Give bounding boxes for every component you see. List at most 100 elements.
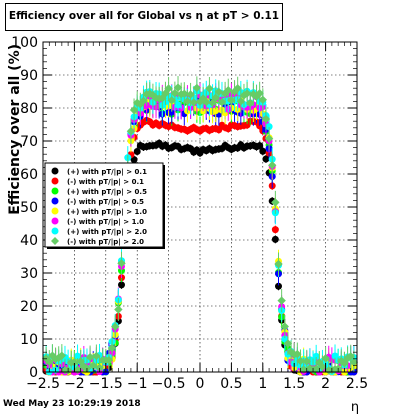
data-point: [118, 281, 125, 289]
legend-marker: [51, 227, 59, 235]
data-point: [261, 114, 271, 124]
data-point: [277, 296, 286, 305]
data-point: [302, 357, 311, 366]
data-point: [186, 90, 195, 99]
data-point: [246, 98, 255, 108]
x-tick-label: 1: [258, 376, 267, 392]
data-point: [70, 358, 79, 367]
data-point: [211, 93, 220, 102]
data-point: [133, 148, 141, 156]
data-point: [312, 352, 320, 360]
legend-entry-label: (-) with pT/|p| > 0.5: [67, 198, 144, 207]
data-point: [268, 161, 277, 170]
data-point: [174, 101, 182, 109]
legend-marker: [51, 177, 59, 185]
data-point: [321, 354, 330, 363]
timestamp-footer: Wed May 23 10:29:19 2018: [3, 399, 141, 409]
x-tick-label: 0.5: [220, 376, 242, 392]
data-point: [212, 107, 220, 115]
y-axis-label: Efficiency over all (%): [7, 44, 23, 215]
data-point: [164, 84, 173, 93]
chart-title-box: Efficiency over all for Global vs η at p…: [5, 3, 283, 31]
data-point: [117, 259, 126, 268]
x-tick-label: 0: [196, 376, 205, 392]
data-point: [311, 364, 321, 373]
y-tick-label: 100: [11, 35, 38, 51]
data-point: [265, 123, 273, 131]
data-point: [104, 355, 114, 365]
y-tick-label: 60: [20, 167, 38, 183]
y-tick-label: 0: [29, 365, 38, 381]
data-point: [202, 97, 211, 107]
data-point: [57, 351, 67, 360]
data-point: [217, 97, 227, 107]
data-point: [192, 83, 202, 93]
data-point: [346, 352, 355, 361]
data-point: [293, 349, 302, 359]
x-tick-label: 2.5: [346, 376, 368, 392]
legend-marker: [51, 187, 59, 195]
x-tick-label: 1.5: [283, 376, 305, 392]
x-tick-label: −2.5: [26, 376, 60, 392]
data-point: [167, 96, 176, 105]
data-point: [214, 87, 224, 97]
data-point: [148, 91, 158, 100]
data-point: [130, 156, 138, 164]
legend-marker: [51, 197, 59, 205]
data-point: [275, 282, 282, 290]
legend-marker: [51, 207, 59, 215]
data-point: [224, 86, 233, 95]
legend-entry-label: (+) with pT/|p| > 2.0: [67, 228, 147, 237]
data-point: [180, 89, 189, 98]
data-point: [271, 235, 279, 243]
data-point: [259, 147, 267, 155]
data-point: [230, 87, 239, 96]
data-point: [136, 100, 145, 109]
x-tick-label: 2: [321, 376, 330, 392]
data-point: [264, 134, 274, 143]
data-point: [280, 322, 289, 331]
x-tick-label: −1: [127, 376, 148, 392]
y-tick-label: 90: [20, 68, 38, 84]
data-point: [208, 98, 217, 108]
data-point: [89, 361, 98, 370]
legend-entry-label: (-) with pT/|p| > 2.0: [67, 238, 144, 247]
y-tick-label: 50: [20, 200, 38, 216]
legend-marker: [51, 237, 59, 245]
data-point: [296, 356, 305, 366]
y-tick-label: 80: [20, 101, 38, 117]
data-point: [107, 343, 117, 353]
data-point: [242, 89, 252, 98]
data-point: [233, 84, 242, 93]
data-point: [114, 305, 123, 314]
data-point: [262, 155, 270, 163]
data-point: [92, 351, 101, 361]
y-tick-label: 40: [20, 233, 38, 249]
y-tick-label: 70: [20, 134, 38, 150]
y-tick-label: 30: [20, 266, 38, 282]
data-point: [227, 96, 236, 105]
data-point: [271, 198, 280, 207]
legend-entry-label: (+) with pT/|p| > 1.0: [67, 208, 147, 217]
data-point: [258, 95, 267, 105]
legend-entry-label: (-) with pT/|p| > 1.0: [67, 218, 144, 227]
data-point: [189, 98, 198, 107]
data-point: [173, 83, 183, 92]
x-axis-label: η: [351, 400, 359, 414]
data-point: [205, 84, 214, 93]
legend-marker: [51, 167, 59, 175]
data-point: [255, 89, 264, 98]
data-point: [349, 357, 359, 367]
legend-entry-label: (-) with pT/|p| > 0.1: [67, 178, 144, 187]
data-point: [74, 352, 82, 360]
chart-title: Efficiency over all for Global vs η at p…: [8, 10, 280, 22]
data-point: [236, 97, 246, 106]
data-point: [126, 127, 136, 136]
legend-entry-label: (+) with pT/|p| > 0.5: [67, 188, 147, 197]
data-point: [256, 142, 264, 150]
data-point: [95, 363, 104, 372]
data-point: [195, 97, 205, 106]
data-point: [283, 339, 293, 348]
